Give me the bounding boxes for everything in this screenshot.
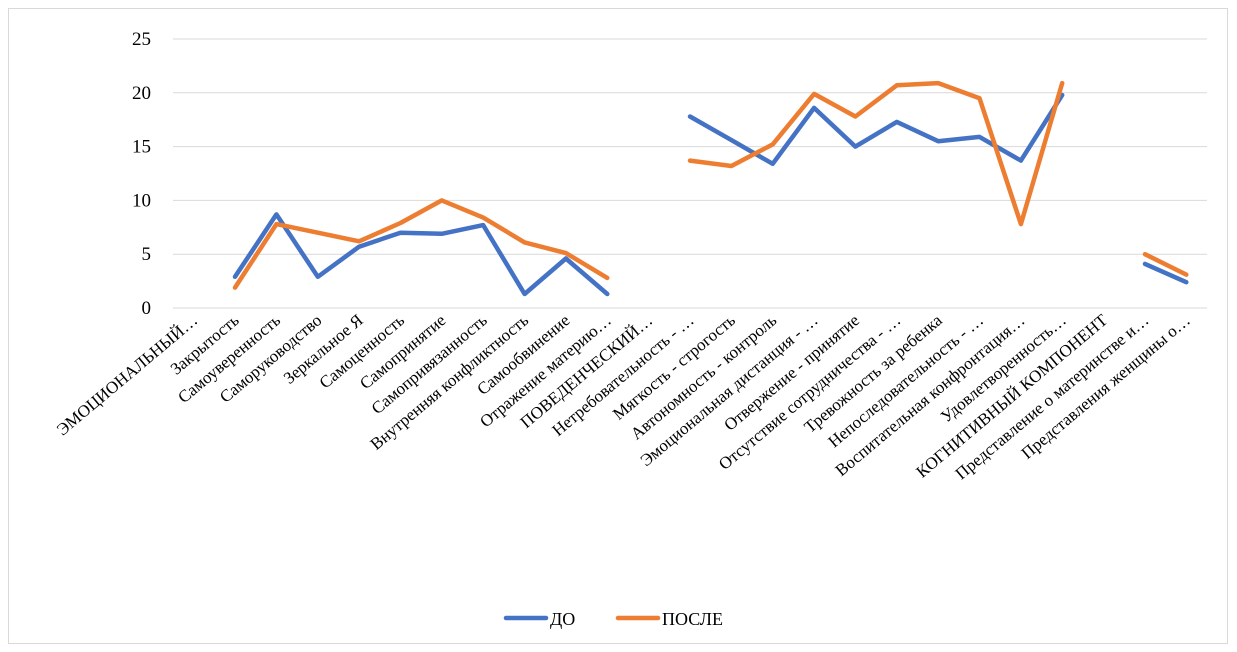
legend-label-1: ПОСЛЕ: [662, 609, 723, 629]
legend: ДО ПОСЛЕ: [503, 609, 723, 629]
x-axis-tick-labels: ЭМОЦИОНАЛЬНЫЙ…ЗакрытостьСамоуверенностьС…: [53, 310, 1194, 483]
legend-label-0: ДО: [550, 609, 575, 629]
series-line-1: [232, 80, 1189, 290]
y-tick-label: 5: [142, 244, 152, 265]
line-chart: 0 5 10 15 20 25 ЭМОЦИОНАЛЬНЫЙ…ЗакрытостьСамоу…: [53, 29, 1207, 629]
y-tick-label: 15: [132, 137, 151, 158]
y-axis-tick-labels: 0 5 10 15 20 25: [132, 29, 151, 319]
y-tick-label: 20: [132, 83, 151, 104]
series-lines: [232, 80, 1189, 297]
chart-frame: 0 5 10 15 20 25 ЭМОЦИОНАЛЬНЫЙ… Закрытость Самоу…: [8, 8, 1228, 644]
y-tick-label: 25: [132, 29, 151, 50]
y-tick-label: 0: [142, 298, 152, 319]
y-tick-label: 10: [132, 190, 151, 211]
series-line-0: [232, 92, 1189, 297]
